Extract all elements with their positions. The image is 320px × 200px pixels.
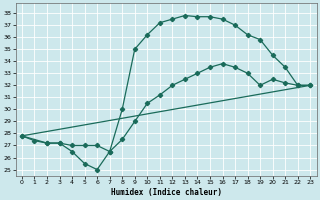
X-axis label: Humidex (Indice chaleur): Humidex (Indice chaleur) (111, 188, 221, 197)
